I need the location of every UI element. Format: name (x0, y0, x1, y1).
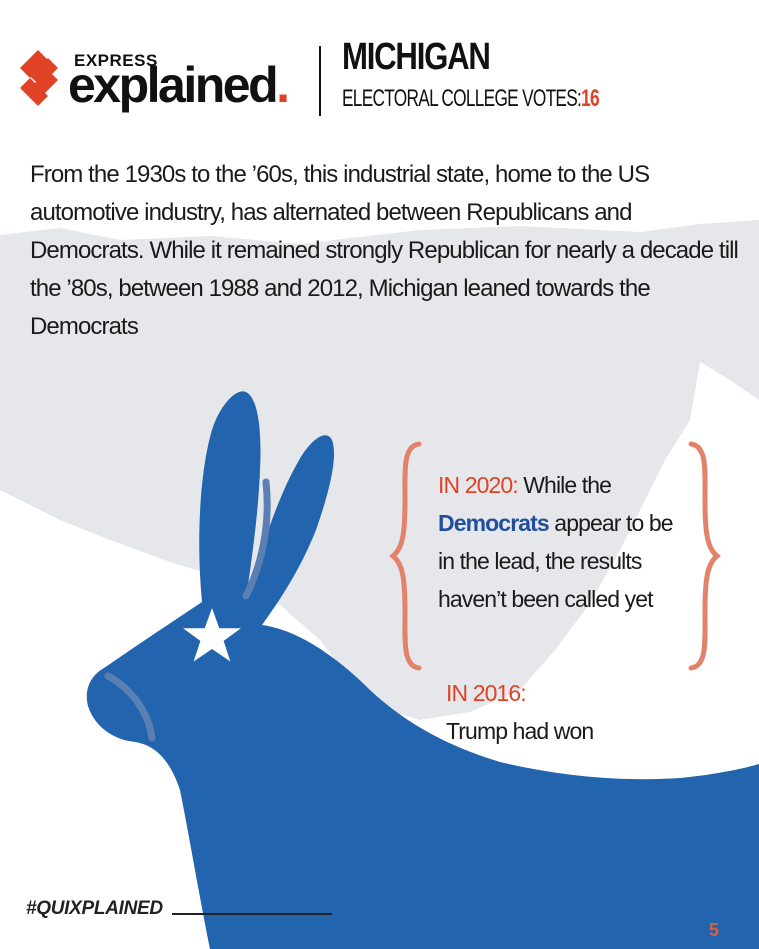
intro-paragraph: From the 1930s to the ’60s, this industr… (30, 161, 739, 340)
votes-value: 16 (581, 85, 599, 112)
party-democrats: Democrats (438, 510, 550, 536)
left-brace (389, 441, 422, 671)
result-2020: IN 2020: While the Democrats appear to b… (438, 472, 674, 612)
electoral-votes: ELECTORAL COLLEGE VOTES:16 (342, 85, 600, 113)
votes-label: ELECTORAL COLLEGE VOTES: (342, 85, 582, 112)
page-number: 5 (709, 920, 720, 940)
hashtag: #QUIXPLAINED (26, 898, 163, 919)
result-2016-text: Trump had won (446, 718, 594, 744)
state-title: MICHIGAN (342, 36, 491, 78)
express-logo-icon (20, 50, 58, 106)
democrat-donkey-icon (86, 391, 759, 949)
footer-rule (172, 913, 332, 915)
header-divider (319, 46, 321, 116)
michigan-map-icon (0, 220, 759, 720)
result-2016-label: IN 2016: (446, 680, 527, 706)
express-explained-logo: EXPRESS explained. (18, 46, 308, 116)
brand-express: EXPRESS (74, 51, 158, 70)
star-icon (183, 608, 241, 662)
right-brace (688, 441, 721, 671)
result-2020-label: IN 2020: (438, 472, 519, 498)
brand-explained: explained. (68, 57, 290, 113)
